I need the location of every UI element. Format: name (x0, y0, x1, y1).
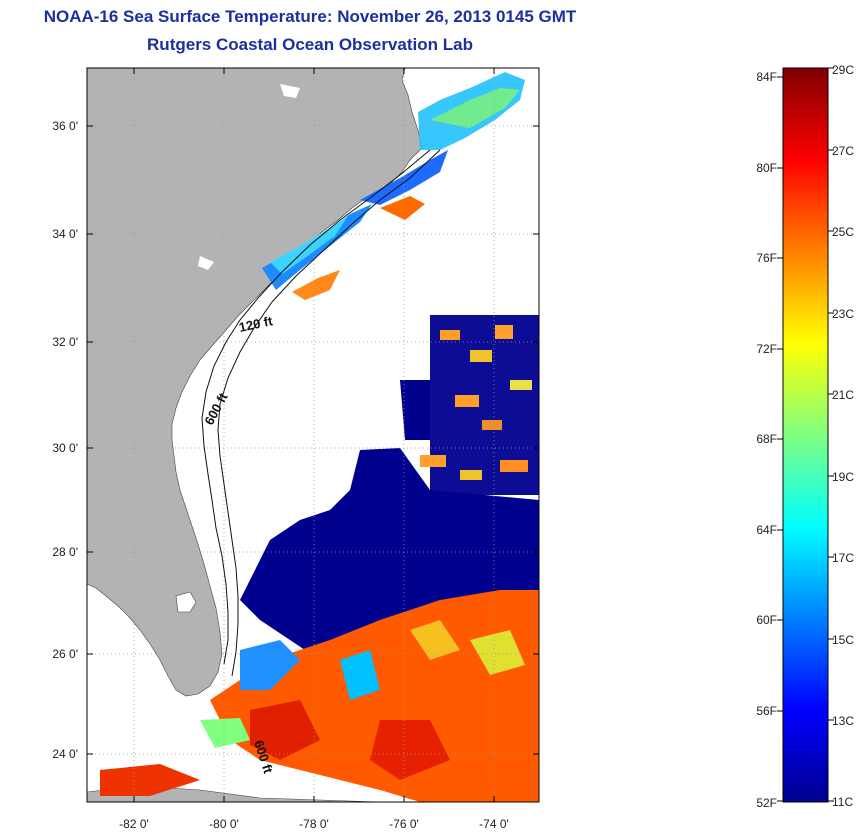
colorbar-f-label: 52F (756, 796, 777, 810)
map-title: NOAA-16 Sea Surface Temperature: Novembe… (43, 7, 577, 26)
colorbar-c-label: 29C (832, 63, 854, 77)
lat-tick-label: 24 0' (52, 747, 78, 761)
colorbar-c-label: 27C (832, 144, 854, 158)
map-gridlines (87, 68, 539, 802)
colorbar: 84F 80F 76F 72F 68F 64F 60F 56F 52F 29C … (756, 63, 854, 810)
colorbar-c-label: 17C (832, 551, 854, 565)
colorbar-gradient (782, 67, 829, 803)
colorbar-f-label: 72F (756, 342, 777, 356)
lat-tick-label: 34 0' (52, 227, 78, 241)
lon-tick-label: -76 0' (389, 817, 419, 831)
colorbar-ticks (777, 67, 834, 802)
colorbar-c-label: 15C (832, 633, 854, 647)
lat-tick-label: 26 0' (52, 647, 78, 661)
lake-okeechobee (175, 591, 197, 613)
lon-tick-label: -78 0' (299, 817, 329, 831)
colorbar-f-label: 56F (756, 704, 777, 718)
lat-tick-label: 30 0' (52, 441, 78, 455)
lake-1 (280, 84, 300, 98)
lat-tick-label: 28 0' (52, 545, 78, 559)
colorbar-f-label: 76F (756, 251, 777, 265)
lat-tick-label: 36 0' (52, 119, 78, 133)
colorbar-f-label: 64F (756, 523, 777, 537)
lon-tick-label: -80 0' (209, 817, 239, 831)
contour-label-120ft: 120 ft (238, 313, 275, 335)
map-panel: 120 ft 600 ft 600 ft (87, 68, 539, 802)
colorbar-f-label: 84F (756, 70, 777, 84)
lake-2 (198, 256, 214, 270)
colorbar-f-label: 60F (756, 613, 777, 627)
map-subtitle: Rutgers Coastal Ocean Observation Lab (147, 35, 473, 54)
lon-tick-label: -82 0' (119, 817, 149, 831)
colorbar-f-label: 80F (756, 161, 777, 175)
lon-tick-label: -74 0' (479, 817, 509, 831)
land-mass (87, 68, 423, 697)
map-frame (86, 67, 540, 803)
lat-tick-label: 32 0' (52, 335, 78, 349)
colorbar-c-label: 23C (832, 307, 854, 321)
colorbar-f-label: 68F (756, 432, 777, 446)
colorbar-c-label: 21C (832, 388, 854, 402)
colorbar-c-label: 19C (832, 470, 854, 484)
bathymetry-contours (201, 149, 441, 677)
colorbar-c-label: 11C (832, 795, 853, 809)
longitude-axis (133, 68, 495, 802)
latitude-axis (87, 125, 539, 755)
sst-patches-east (420, 315, 539, 495)
colorbar-c-label: 13C (832, 714, 854, 728)
colorbar-c-label: 25C (832, 225, 854, 239)
